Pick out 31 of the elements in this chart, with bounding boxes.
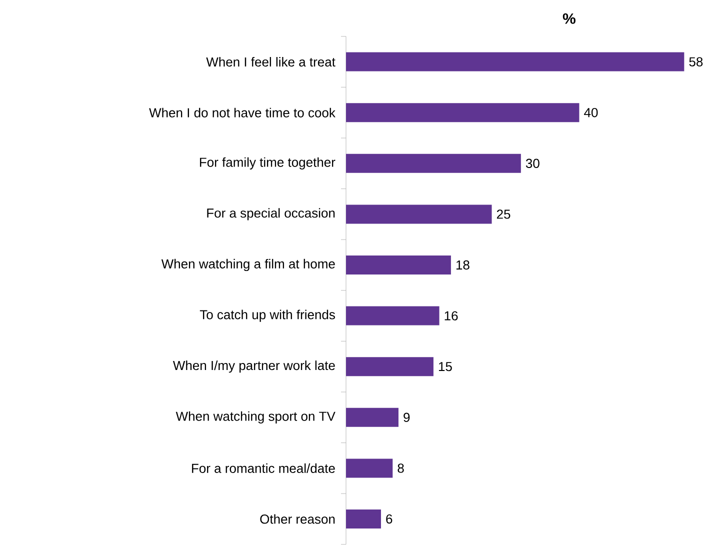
data-label: 40 bbox=[584, 108, 598, 118]
data-label: 30 bbox=[526, 158, 540, 168]
data-label: 25 bbox=[496, 210, 510, 219]
y-tick-label: When I do not have time to cook bbox=[149, 108, 336, 118]
y-tick-label: For a romantic meal/date bbox=[192, 463, 335, 473]
data-label: 9 bbox=[404, 412, 410, 422]
bar bbox=[346, 408, 398, 427]
y-tick-label: When watching a film at home bbox=[161, 258, 335, 272]
y-tick-label: When watching sport on TV bbox=[176, 411, 336, 424]
bar bbox=[346, 204, 492, 224]
data-label: 16 bbox=[444, 311, 458, 320]
bar bbox=[346, 103, 580, 122]
y-tick-label: When I feel like a treat bbox=[206, 57, 336, 67]
data-label: 15 bbox=[438, 362, 452, 372]
bar bbox=[346, 458, 393, 478]
bar bbox=[346, 306, 440, 326]
data-label: 8 bbox=[398, 464, 404, 473]
bar bbox=[346, 256, 451, 274]
data-label: 18 bbox=[456, 260, 470, 270]
y-tick-label: For a special occasion bbox=[207, 208, 335, 220]
data-label: 6 bbox=[386, 514, 392, 524]
bar bbox=[346, 52, 684, 72]
bar bbox=[346, 154, 521, 173]
bar bbox=[346, 357, 434, 376]
y-tick-label: When I/my partner work late bbox=[172, 360, 335, 373]
y-tick-label: To catch up with friends bbox=[200, 310, 335, 322]
bar bbox=[346, 509, 381, 528]
data-label: 58 bbox=[689, 57, 703, 66]
chart-title: % bbox=[562, 13, 576, 24]
y-tick-label: For family time together bbox=[200, 157, 336, 170]
y-tick-label: Other reason bbox=[260, 514, 335, 524]
